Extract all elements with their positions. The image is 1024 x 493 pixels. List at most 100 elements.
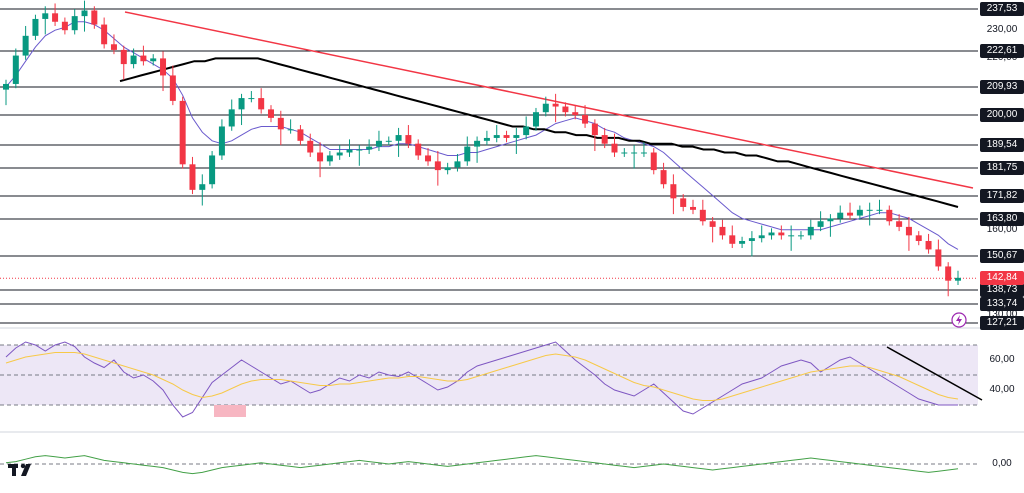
candle <box>375 140 382 147</box>
candle <box>513 135 520 138</box>
candle <box>425 155 432 162</box>
candle <box>768 232 775 236</box>
current-price-badge[interactable]: 142,84 <box>980 271 1024 286</box>
candle <box>866 209 873 211</box>
candle <box>395 135 402 141</box>
rsi-axis-tick[interactable]: 40,00 <box>989 384 1015 395</box>
candle <box>955 277 961 281</box>
price-level-badge[interactable]: 181,75 <box>980 161 1024 175</box>
candle <box>140 55 147 62</box>
price-axis-tick[interactable]: 130,00 <box>986 308 1018 320</box>
price-level-badge[interactable]: 189,54 <box>980 138 1024 152</box>
candle <box>670 184 677 199</box>
candle <box>896 221 903 227</box>
candle <box>434 161 441 171</box>
price-level-badge[interactable]: 163,80 <box>980 212 1024 226</box>
candle <box>415 143 422 156</box>
candle <box>542 103 549 113</box>
price-levels <box>0 8 978 324</box>
price-axis-tick[interactable]: 230,00 <box>986 24 1018 36</box>
candle <box>562 106 569 113</box>
candle <box>189 164 196 190</box>
price-level-badge[interactable]: 150,67 <box>980 249 1024 263</box>
candle <box>218 126 225 156</box>
price-level-badge[interactable]: 222,61 <box>980 44 1024 58</box>
rsi-signal-line <box>5 352 959 401</box>
candle <box>817 221 824 227</box>
candle <box>601 135 608 144</box>
candle <box>572 112 579 115</box>
candle <box>22 35 29 56</box>
candle <box>258 98 265 110</box>
candle <box>169 75 176 101</box>
candle <box>611 143 618 153</box>
price-level-badge[interactable]: 133,74 <box>980 297 1024 311</box>
price-level-badge[interactable]: 237,53 <box>980 2 1024 16</box>
rsi-band-fill <box>0 345 978 405</box>
rsi-line <box>5 341 958 418</box>
oscillator-axis-tick[interactable]: 0,00 <box>992 458 1012 469</box>
candle <box>778 232 785 236</box>
tradingview-logo-icon[interactable] <box>8 460 38 480</box>
price-level-badge[interactable]: 209,93 <box>980 80 1024 94</box>
candle <box>729 235 736 244</box>
candle <box>101 24 108 45</box>
price-level-badge[interactable]: 171,82 <box>980 189 1024 203</box>
candle <box>876 209 883 211</box>
rsi-band <box>0 345 978 405</box>
candle <box>748 238 755 241</box>
price-level-badge[interactable]: 200,00 <box>980 108 1024 122</box>
lightning-bolt-icon[interactable] <box>951 312 967 328</box>
trendlines[interactable] <box>124 11 974 189</box>
candle <box>405 135 412 144</box>
candlesticks <box>3 0 961 297</box>
candle <box>12 55 19 84</box>
candle <box>640 152 647 154</box>
oscillator-line <box>5 455 959 475</box>
candle <box>719 226 726 236</box>
price-axis-tick[interactable]: 160,00 <box>986 223 1018 235</box>
price-level-badge[interactable]: 138,73 <box>980 283 1024 297</box>
candle <box>464 146 471 162</box>
candle <box>267 109 274 118</box>
candle <box>807 226 814 236</box>
price-level-badge[interactable]: 127,21 <box>980 316 1024 330</box>
candle <box>179 100 186 165</box>
candle <box>915 235 922 241</box>
candle <box>130 55 137 65</box>
candle <box>3 83 9 90</box>
candle <box>297 129 304 141</box>
candle <box>758 235 765 239</box>
candle <box>935 249 942 267</box>
candle <box>523 126 530 136</box>
candle <box>905 226 912 236</box>
candle <box>827 218 834 222</box>
candle <box>483 137 490 141</box>
candle <box>317 152 324 162</box>
candle <box>454 161 461 168</box>
candle <box>228 109 235 127</box>
candle <box>631 152 638 154</box>
downtrend-line[interactable] <box>124 11 974 189</box>
rsi-trendline[interactable] <box>886 346 983 401</box>
candle <box>886 209 893 222</box>
candle <box>680 198 687 207</box>
candle <box>591 123 598 136</box>
candle <box>582 115 589 124</box>
candle <box>474 140 481 147</box>
candle <box>925 240 932 250</box>
candle <box>621 152 628 154</box>
candle <box>797 235 804 237</box>
candle <box>336 152 343 156</box>
candle <box>52 13 59 22</box>
candle <box>788 235 795 237</box>
candle <box>209 155 216 185</box>
rsi-axis-tick[interactable]: 60,00 <box>989 354 1015 365</box>
candle <box>91 10 98 25</box>
candle <box>945 266 952 281</box>
candle <box>739 240 746 244</box>
ma-short-line <box>5 21 959 250</box>
candle <box>709 221 716 227</box>
candle <box>238 98 245 110</box>
